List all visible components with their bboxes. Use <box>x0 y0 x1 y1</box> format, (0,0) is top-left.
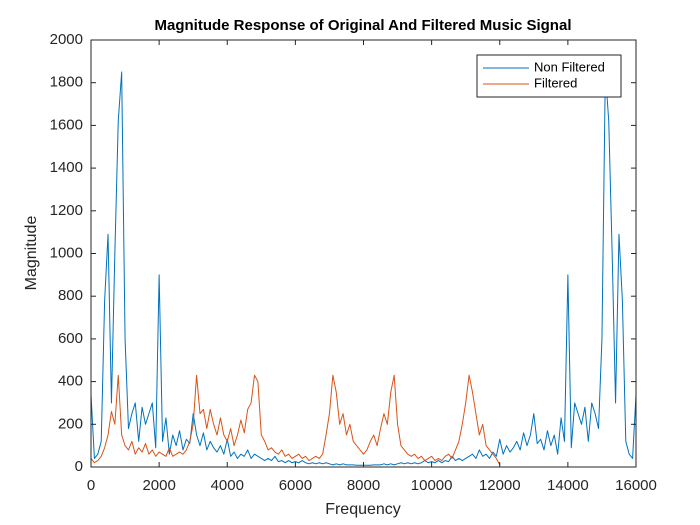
y-tick-label: 1400 <box>50 159 83 176</box>
legend-label: Non Filtered <box>534 59 605 74</box>
y-tick-label: 400 <box>58 373 83 390</box>
y-tick-label: 1000 <box>50 244 83 261</box>
x-tick-label: 16000 <box>615 477 657 494</box>
y-tick-label: 1800 <box>50 74 83 91</box>
y-axis-label: Magnitude <box>23 216 40 291</box>
x-tick-label: 2000 <box>142 477 175 494</box>
x-tick-label: 12000 <box>479 477 521 494</box>
y-tick-label: 600 <box>58 330 83 347</box>
chart-title: Magnitude Response of Original And Filte… <box>155 17 572 34</box>
legend-box <box>476 54 622 98</box>
y-tick-label: 2000 <box>50 31 83 48</box>
y-tick-label: 1600 <box>50 116 83 133</box>
y-tick-label: 1200 <box>50 202 83 219</box>
y-tick-label: 200 <box>58 415 83 432</box>
x-tick-label: 6000 <box>279 477 312 494</box>
x-tick-label: 4000 <box>211 477 244 494</box>
x-tick-label: 14000 <box>547 477 589 494</box>
x-tick-label: 8000 <box>347 477 380 494</box>
legend-label: Filtered <box>534 75 577 90</box>
x-tick-label: 0 <box>87 477 95 494</box>
y-tick-label: 0 <box>75 458 83 475</box>
x-tick-label: 10000 <box>411 477 453 494</box>
y-tick-label: 800 <box>58 287 83 304</box>
data-line <box>90 374 501 466</box>
x-axis-label: Frequency <box>325 501 401 518</box>
